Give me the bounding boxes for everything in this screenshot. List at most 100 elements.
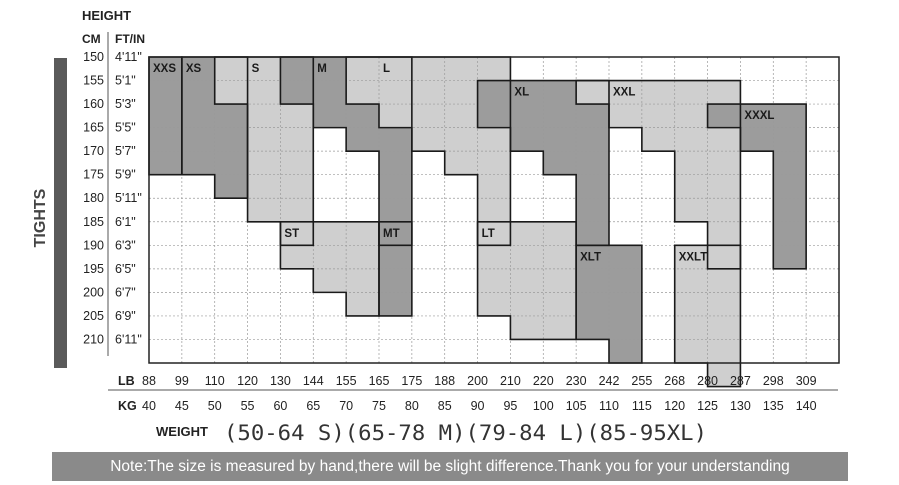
size-outline-l bbox=[345, 56, 512, 247]
lb-tick-label: 88 bbox=[142, 374, 156, 388]
kg-tick-label: 80 bbox=[405, 399, 419, 413]
kg-tick-label: 55 bbox=[241, 399, 255, 413]
lb-tick-label: 175 bbox=[401, 374, 422, 388]
size-region-xxxl bbox=[707, 104, 807, 269]
size-label-xxlt: XXLT bbox=[679, 251, 708, 263]
kg-tick-label: 130 bbox=[730, 399, 751, 413]
size-label-lt: LT bbox=[482, 228, 495, 240]
height-cm-label: 185 bbox=[83, 215, 104, 229]
note-banner: Note:The size is measured by hand,there … bbox=[52, 452, 848, 481]
kg-tick-label: 105 bbox=[566, 399, 587, 413]
lb-tick-labels: 88 99 110 120 130 144 155 165 175 188 200 210 220 230… bbox=[142, 374, 817, 388]
lb-label: LB bbox=[118, 374, 135, 388]
size-label-xxl: XXL bbox=[613, 87, 635, 99]
grid-frame bbox=[148, 56, 840, 364]
height-cm-label: 170 bbox=[83, 144, 104, 158]
lb-tick-label: 144 bbox=[303, 374, 324, 388]
kg-tick-label: 125 bbox=[697, 399, 718, 413]
height-ftin-label: 4'11" bbox=[115, 50, 142, 64]
kg-tick-label: 75 bbox=[372, 399, 386, 413]
size-outline-xl bbox=[476, 79, 610, 247]
kg-label: KG bbox=[118, 399, 137, 413]
height-ftin-label: 5'1" bbox=[115, 74, 136, 88]
kg-tick-label: 115 bbox=[632, 399, 652, 413]
lb-tick-label: 255 bbox=[631, 374, 652, 388]
height-cm-label: 210 bbox=[83, 332, 104, 346]
size-region-xlt bbox=[576, 245, 642, 363]
height-ftin-label: 5'9" bbox=[115, 168, 136, 182]
size-label-mt: MT bbox=[383, 228, 400, 240]
size-label-xs: XS bbox=[186, 63, 202, 75]
lb-tick-label: 188 bbox=[434, 374, 455, 388]
height-cm-label: 155 bbox=[83, 74, 104, 88]
height-ftin-label: 5'11" bbox=[115, 191, 142, 205]
lb-tick-label: 298 bbox=[763, 374, 784, 388]
lb-tick-label: 110 bbox=[205, 374, 225, 388]
lb-tick-label: 155 bbox=[336, 374, 357, 388]
height-ftin-label: 5'7" bbox=[115, 144, 136, 158]
kg-tick-label: 50 bbox=[208, 399, 222, 413]
lb-tick-label: 268 bbox=[664, 374, 685, 388]
height-ftin-label: 6'5" bbox=[115, 262, 136, 276]
lb-tick-label: 280 bbox=[697, 374, 718, 388]
height-cm-label: 180 bbox=[83, 191, 104, 205]
size-region-lt bbox=[477, 221, 577, 340]
kg-tick-label: 45 bbox=[175, 399, 189, 413]
size-outline-lt bbox=[476, 220, 577, 341]
weight-ranges: (50-64 S)(65-78 M)(79-84 L)(85-95XL) bbox=[224, 421, 707, 445]
height-cm-label: 165 bbox=[83, 121, 104, 135]
kg-tick-label: 140 bbox=[796, 399, 817, 413]
height-cm-label: 200 bbox=[83, 285, 104, 299]
height-cm-label: 195 bbox=[83, 262, 104, 276]
size-labels: XXS XS S M L XL XXL XXXL ST MT LT XLT XXLT bbox=[153, 63, 774, 263]
lb-tick-label: 230 bbox=[566, 374, 587, 388]
height-cm-label: 175 bbox=[83, 168, 104, 182]
kg-tick-label: 120 bbox=[664, 399, 685, 413]
kg-tick-label: 40 bbox=[142, 399, 156, 413]
weight-label: WEIGHT bbox=[156, 424, 208, 439]
kg-tick-label: 95 bbox=[503, 399, 517, 413]
size-label-s: S bbox=[252, 63, 260, 75]
height-ftin-label: 6'1" bbox=[115, 215, 136, 229]
lb-tick-label: 165 bbox=[369, 374, 390, 388]
size-outlines bbox=[148, 56, 807, 388]
height-ftin-label: 6'9" bbox=[115, 309, 136, 323]
size-label-xl: XL bbox=[514, 87, 529, 99]
height-cm-label: 205 bbox=[83, 309, 104, 323]
height-ftin-label: 5'3" bbox=[115, 97, 136, 111]
kg-tick-label: 70 bbox=[339, 399, 353, 413]
lb-tick-label: 220 bbox=[533, 374, 554, 388]
kg-tick-label: 100 bbox=[533, 399, 554, 413]
lb-tick-label: 210 bbox=[500, 374, 521, 388]
lb-tick-label: 130 bbox=[270, 374, 291, 388]
lb-tick-label: 287 bbox=[730, 374, 751, 388]
lb-tick-label: 120 bbox=[237, 374, 258, 388]
lb-tick-label: 242 bbox=[599, 374, 620, 388]
size-outline-xxxl bbox=[706, 103, 807, 270]
lb-tick-label: 200 bbox=[467, 374, 488, 388]
size-region-xxs bbox=[149, 57, 182, 175]
cm-header: CM bbox=[82, 32, 101, 46]
size-region-xxl bbox=[576, 80, 741, 269]
kg-tick-label: 135 bbox=[763, 399, 784, 413]
ftin-header: FT/IN bbox=[115, 32, 145, 46]
kg-tick-label: 90 bbox=[471, 399, 485, 413]
height-ftin-label: 5'5" bbox=[115, 121, 136, 135]
size-label-xxxl: XXXL bbox=[744, 110, 774, 122]
kg-tick-label: 110 bbox=[599, 399, 619, 413]
size-label-xxs: XXS bbox=[153, 63, 176, 75]
kg-tick-label: 65 bbox=[306, 399, 320, 413]
size-label-m: M bbox=[317, 63, 327, 75]
kg-tick-label: 60 bbox=[273, 399, 287, 413]
kg-tick-label: 85 bbox=[438, 399, 452, 413]
size-label-l: L bbox=[383, 63, 390, 75]
height-ftin-label: 6'3" bbox=[115, 238, 136, 252]
height-row-labels: 150 4'11" 155 5'1" 160 5'3" 165 5'5" 170 5'7" 175 5… bbox=[83, 50, 142, 346]
kg-tick-labels: 40 45 50 55 60 65 70 75 80 85 90 95 100 105 110 115 120 1… bbox=[142, 399, 817, 413]
size-label-xlt: XLT bbox=[580, 251, 601, 263]
height-ftin-label: 6'7" bbox=[115, 285, 136, 299]
tights-side-label: TIGHTS bbox=[32, 188, 49, 247]
height-header: HEIGHT bbox=[82, 8, 131, 23]
height-cm-label: 160 bbox=[83, 97, 104, 111]
